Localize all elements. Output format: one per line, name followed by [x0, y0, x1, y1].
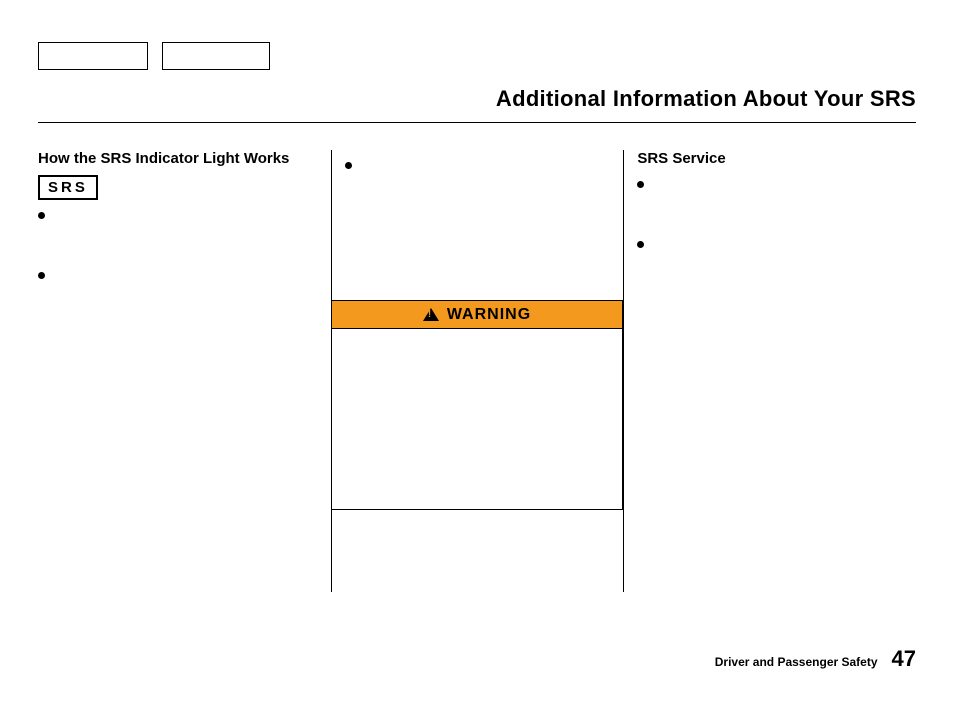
footer: Driver and Passenger Safety 47: [715, 646, 916, 672]
col3-bullet-1: [637, 177, 916, 191]
srs-indicator-box: SRS: [38, 175, 98, 200]
title-divider: [38, 122, 916, 123]
col1-bullet-2: [38, 268, 317, 282]
warning-triangle-icon: [423, 308, 439, 321]
column-3: SRS Service: [623, 150, 916, 640]
column-2: WARNING: [331, 150, 624, 640]
page-root: Additional Information About Your SRS Ho…: [0, 0, 954, 702]
col1-bullet-list: [38, 208, 317, 282]
col1-heading: How the SRS Indicator Light Works: [38, 150, 317, 169]
col2-bullet-list: [345, 158, 610, 172]
warning-box: WARNING: [331, 300, 624, 510]
col3-bullet-list: [637, 177, 916, 251]
col3-bullet-2: [637, 237, 916, 251]
warning-title: WARNING: [447, 306, 531, 324]
columns: How the SRS Indicator Light Works SRS WA…: [38, 150, 916, 640]
top-tab-2[interactable]: [162, 42, 270, 70]
top-tab-row: [38, 42, 270, 70]
column-1: How the SRS Indicator Light Works SRS: [38, 150, 331, 640]
col1-bullet-1: [38, 208, 317, 222]
warning-body: [332, 329, 623, 509]
top-tab-1[interactable]: [38, 42, 148, 70]
col2-bullet-1: [345, 158, 610, 172]
footer-section-label: Driver and Passenger Safety: [715, 655, 878, 669]
col3-heading: SRS Service: [637, 150, 916, 169]
warning-header: WARNING: [332, 301, 623, 329]
page-title: Additional Information About Your SRS: [496, 86, 916, 112]
page-number: 47: [892, 646, 916, 672]
